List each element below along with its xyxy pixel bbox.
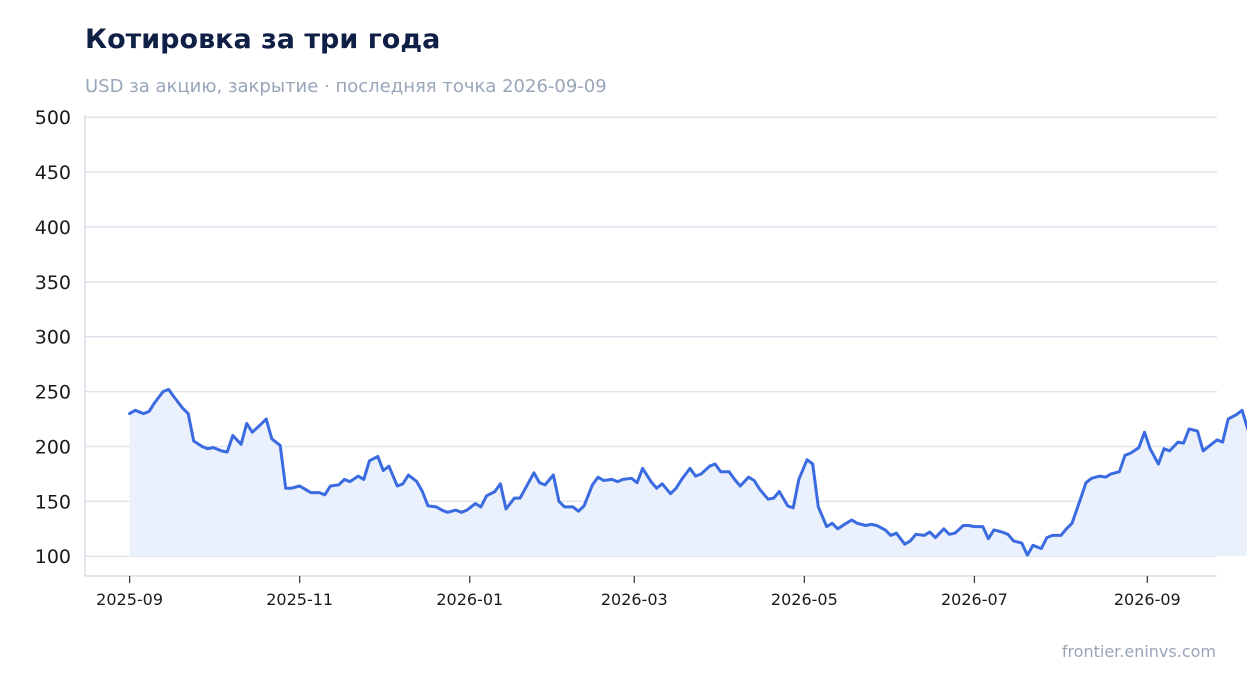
y-tick-label: 150 — [35, 491, 71, 513]
y-tick-label: 250 — [35, 382, 71, 404]
y-tick-label: 100 — [35, 546, 71, 568]
y-tick-label: 350 — [35, 272, 71, 294]
x-tick-label: 2026-05 — [771, 590, 838, 609]
x-tick-label: 2026-07 — [941, 590, 1008, 609]
x-tick-label: 2025-11 — [266, 590, 333, 609]
y-tick-label: 500 — [35, 107, 71, 129]
x-tick-label: 2025-09 — [96, 590, 163, 609]
x-tick-label: 2026-01 — [436, 590, 503, 609]
line-layer — [128, 387, 1247, 557]
x-tick-label: 2026-03 — [601, 590, 668, 609]
x-tick-label: 2026-09 — [1114, 590, 1181, 609]
y-tick-label: 450 — [35, 162, 71, 184]
area-layer — [129, 389, 1247, 557]
axis-layer: 100 150 200 250 300 350 400 450 500 2025-09 2025-1… — [35, 107, 1217, 609]
series-area — [129, 389, 1247, 557]
source-footer: frontier.eninvs.com — [1061, 642, 1216, 661]
series-line — [128, 387, 1247, 557]
y-tick-label: 200 — [35, 436, 71, 458]
y-tick-label: 400 — [35, 217, 71, 239]
y-tick-label: 300 — [35, 327, 71, 349]
page-subtitle: USD за акцию, закрытие · последняя точка… — [85, 76, 607, 97]
page-title: Котировка за три года — [85, 24, 441, 55]
